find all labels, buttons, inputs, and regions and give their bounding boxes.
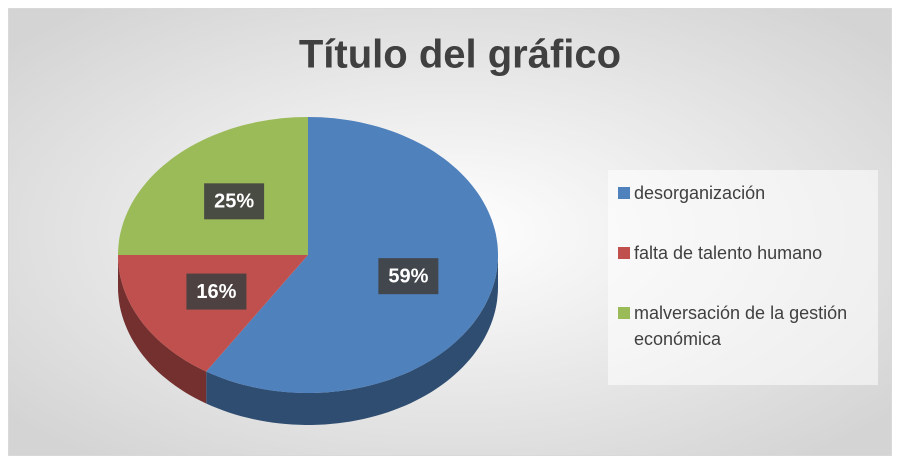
legend-item: malversación de la gestión económica — [618, 300, 878, 352]
legend-item: desorganización — [618, 180, 878, 206]
legend-item: falta de talento humano — [618, 240, 878, 266]
legend-label: desorganización — [634, 183, 766, 203]
data-label: 16% — [196, 281, 236, 303]
data-label: 59% — [388, 265, 428, 287]
legend-label: falta de talento humano — [634, 243, 823, 263]
data-label-box — [378, 258, 439, 295]
chart-title: Título del gráfico — [299, 33, 621, 77]
pie-slice — [206, 117, 498, 393]
data-label: 25% — [214, 191, 254, 213]
legend-label: malversación de la gestión económica — [634, 303, 848, 349]
legend-swatch — [618, 247, 630, 259]
pie-slice — [118, 255, 308, 372]
slice-side — [118, 255, 207, 404]
legend-swatch — [618, 307, 630, 319]
slice-side — [206, 255, 498, 425]
pie: 59% 16% 25% — [118, 117, 498, 425]
legend-swatch — [618, 187, 630, 199]
data-label-box — [204, 183, 265, 220]
data-label-box — [186, 273, 247, 310]
legend: desorganización falta de talento humano ma… — [608, 170, 878, 385]
